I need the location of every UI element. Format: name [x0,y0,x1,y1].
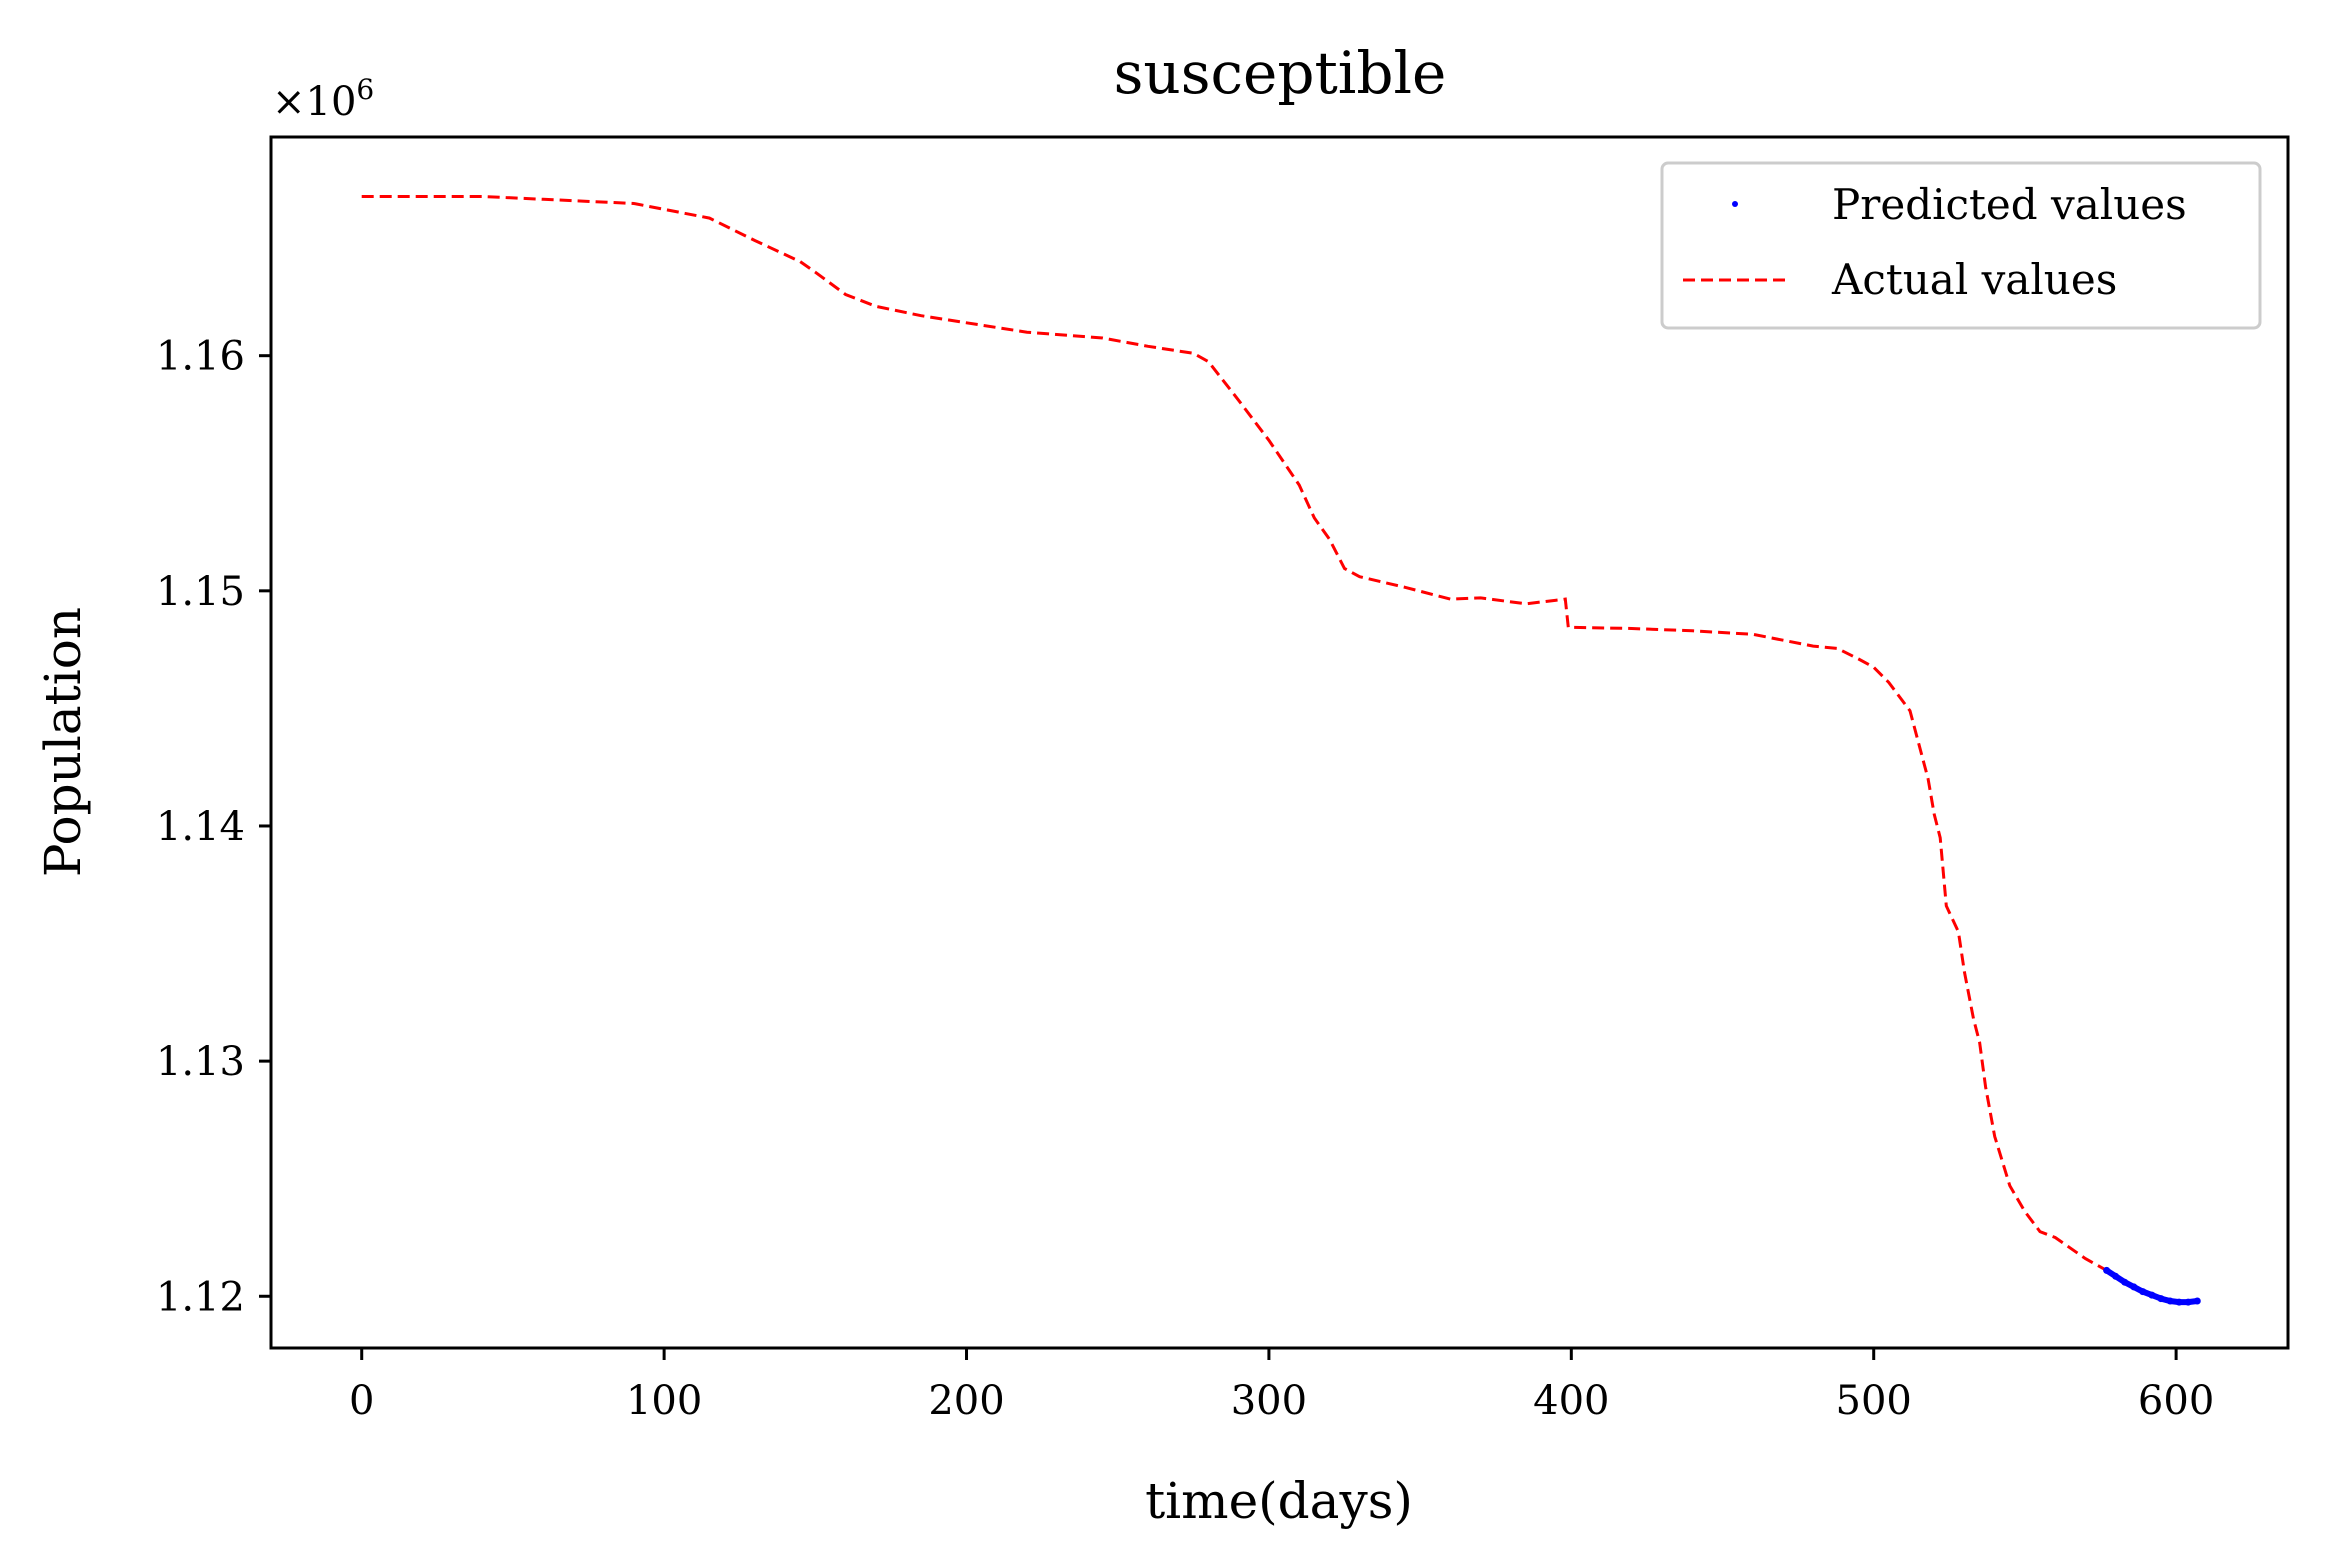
predicted-value-point [2184,1298,2192,1306]
predicted-value-point [2112,1272,2120,1280]
y-axis: 1.12 1.13 1.14 1.15 1.16 [156,334,271,1320]
predicted-value-point [2139,1288,2147,1296]
legend-predicted-marker [1732,201,1738,207]
y-offset-exponent: 6 [356,73,374,106]
predicted-value-point [2130,1283,2138,1291]
x-tick-label: 300 [1231,1378,1307,1424]
y-tick-label: 1.15 [156,569,245,615]
x-tick-label: 200 [928,1378,1004,1424]
x-tick-label: 600 [2138,1378,2214,1424]
y-tick-label: 1.12 [156,1274,245,1320]
x-tick-label: 500 [1836,1378,1912,1424]
legend: Predicted values Actual values [1660,161,2262,330]
legend-actual-label: Actual values [1831,255,2117,304]
predicted-value-point [2193,1297,2201,1305]
predicted-value-point [2148,1291,2156,1299]
legend-predicted-label: Predicted values [1832,180,2187,229]
x-tick-label: 400 [1533,1378,1609,1424]
y-tick-label: 1.13 [156,1039,245,1085]
predicted-value-point [2121,1278,2129,1286]
predicted-value-point [2157,1295,2165,1303]
series-layer [361,195,2201,1306]
y-tick-label: 1.16 [156,334,245,380]
x-tick-label: 0 [349,1378,374,1424]
actual-values-line [361,195,2108,1272]
plot-area-frame [269,135,2290,1350]
chart-title: susceptible [1114,39,1447,107]
predicted-value-point [2175,1298,2183,1306]
predicted-value-point [2166,1297,2174,1305]
predicted-value-point [2103,1266,2111,1274]
legend-box [1660,161,2262,330]
y-tick-label: 1.14 [156,804,245,850]
y-axis-label: Population [34,607,92,877]
y-offset-label: ×106 [272,73,374,125]
x-axis-label: time(days) [1145,1472,1413,1530]
x-axis: 0 100 200 300 400 500 600 [349,1348,2214,1424]
x-tick-label: 100 [626,1378,702,1424]
